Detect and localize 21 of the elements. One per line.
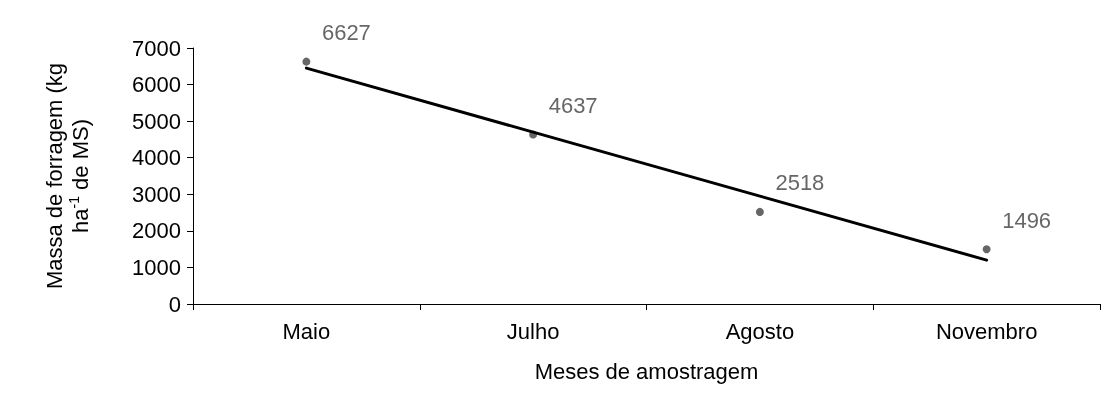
x-tick-label: Maio: [282, 318, 331, 344]
y-tick-label: 4000: [132, 145, 181, 171]
x-tick-label: Julho: [506, 318, 560, 344]
data-label: 4637: [548, 92, 598, 118]
y-tick-label: 1000: [132, 254, 181, 280]
y-tick-label: 2000: [132, 218, 181, 244]
data-label: 6627: [321, 20, 371, 46]
y-tick-label: 0: [168, 291, 181, 317]
x-axis-title: Meses de amostragem: [534, 358, 759, 384]
data-label: 2518: [775, 170, 825, 196]
line-series: [304, 66, 989, 262]
x-tick-label: Novembro: [935, 318, 1038, 344]
x-tick-label: Agosto: [725, 318, 795, 344]
point: [302, 57, 311, 66]
point: [982, 245, 991, 254]
y-tick-label: 6000: [132, 72, 181, 98]
y-tick-label: 3000: [132, 181, 181, 207]
data-label: 1496: [1002, 207, 1052, 233]
y-tick-label: 5000: [132, 108, 181, 134]
point: [755, 207, 764, 216]
y-tick-label: 7000: [132, 35, 181, 61]
